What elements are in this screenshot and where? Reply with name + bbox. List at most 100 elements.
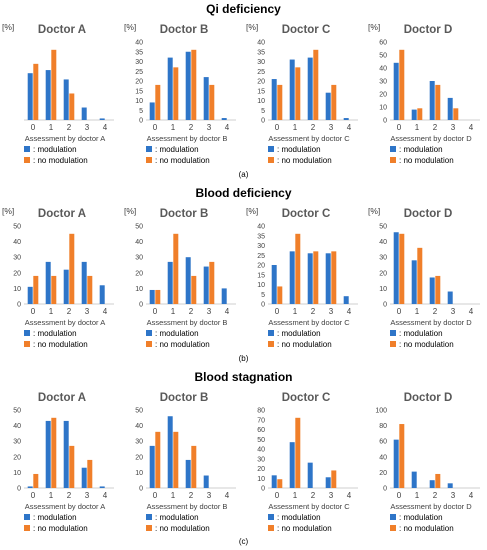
chart1-ytick-label-5: 25 [135, 69, 143, 76]
chart3-bar-modulation-0 [393, 62, 399, 120]
chart8-ytick-label-5: 50 [13, 408, 21, 415]
chart5-xlabel: Assessment by doctor B [147, 318, 228, 327]
chart4-bar-no-modulation-0 [33, 275, 39, 304]
chart7-xtick-label-2: 2 [433, 307, 438, 316]
chart0-title: Doctor A [38, 24, 86, 36]
chart3-bar-modulation-3 [447, 97, 453, 120]
chart3-bar-no-modulation-1 [417, 108, 423, 120]
chart5-bar-modulation-1 [167, 261, 173, 304]
chart11-legend-label-no-modulation: : no modulation [399, 524, 454, 533]
chart10-legend-swatch-modulation [268, 514, 274, 520]
chart8-xtick-label-4: 4 [103, 491, 108, 500]
chart8-bar-modulation-4 [99, 486, 105, 488]
chart0-xtick-label-1: 1 [49, 123, 54, 132]
chart9-title: Doctor B [160, 392, 209, 404]
chart10-ytick-label-1: 10 [257, 476, 265, 483]
chart2-bar-modulation-1 [289, 59, 295, 120]
chart9-ytick-label-0: 0 [139, 486, 143, 493]
chart2-bar-no-modulation-2 [313, 49, 319, 120]
chart5-ytick-label-0: 0 [139, 302, 143, 309]
chart11-bar-modulation-2 [429, 480, 435, 488]
chart9-legend-swatch-modulation [146, 514, 152, 520]
chart2-bar-no-modulation-1 [295, 67, 301, 120]
chart6-bar-modulation-2 [307, 253, 313, 304]
chart5-legend-swatch-no-modulation [146, 341, 152, 347]
chart9-legend-label-no-modulation: : no modulation [155, 524, 210, 533]
chart1-bar-modulation-0 [149, 102, 155, 120]
chart7-xtick-label-0: 0 [397, 307, 402, 316]
chart2-ytick-label-6: 30 [257, 59, 265, 66]
chart5-ylabel: [%] [124, 206, 136, 216]
chart10-bar-no-modulation-0 [277, 479, 283, 488]
chart9-bar-modulation-1 [167, 416, 173, 488]
chart8-ytick-label-1: 10 [13, 470, 21, 477]
chart1-ytick-label-0: 0 [139, 118, 143, 125]
chart3-legend-swatch-modulation [390, 146, 396, 152]
chart2-xtick-label-2: 2 [311, 123, 316, 132]
chart1-legend-swatch-no-modulation [146, 157, 152, 163]
chart10-xtick-label-1: 1 [293, 491, 298, 500]
chart2-ytick-label-1: 5 [261, 108, 265, 115]
chart1-ytick-label-7: 35 [135, 49, 143, 56]
chart10-ytick-label-4: 40 [257, 447, 265, 454]
chart1-legend-label-no-modulation: : no modulation [155, 156, 210, 165]
chart4-bar-modulation-3 [81, 261, 87, 304]
chart6-legend-swatch-no-modulation [268, 341, 274, 347]
chart3-ytick-label-0: 0 [383, 118, 387, 125]
chart11-ytick-label-4: 80 [379, 423, 387, 430]
chart4-xlabel: Assessment by doctor A [25, 318, 105, 327]
chart9-xtick-label-2: 2 [189, 491, 194, 500]
chart11-xlabel: Assessment by doctor D [390, 502, 472, 511]
chart8-bar-modulation-1 [45, 420, 51, 488]
chart4-ytick-label-2: 20 [13, 270, 21, 277]
sublabel-b: (b) [238, 354, 249, 363]
chart1-xtick-label-0: 0 [153, 123, 158, 132]
chart7-legend-swatch-modulation [390, 330, 396, 336]
chart2-xtick-label-0: 0 [275, 123, 280, 132]
chart2-ylabel: [%] [246, 22, 258, 32]
chart1-bar-modulation-2 [185, 51, 191, 120]
chart9-ytick-label-4: 40 [135, 423, 143, 430]
chart5-xtick-label-4: 4 [225, 307, 230, 316]
chart1-bar-modulation-4 [221, 118, 227, 120]
chart6-ytick-label-1: 5 [261, 292, 265, 299]
chart4-ytick-label-0: 0 [17, 302, 21, 309]
chart8-title: Doctor A [38, 392, 86, 404]
chart0-xtick-label-2: 2 [67, 123, 72, 132]
chart8-bar-modulation-3 [81, 467, 87, 488]
chart5-ytick-label-4: 40 [135, 239, 143, 246]
chart1-ytick-label-4: 20 [135, 79, 143, 86]
chart9-bar-modulation-3 [203, 475, 209, 488]
chart10-xtick-label-3: 3 [329, 491, 334, 500]
chart11-xtick-label-3: 3 [451, 491, 456, 500]
chart6-ytick-label-4: 20 [257, 263, 265, 270]
chart10-bar-no-modulation-1 [295, 417, 301, 488]
chart11-ytick-label-5: 100 [375, 408, 387, 415]
chart7-ylabel: [%] [368, 206, 380, 216]
chart8-ytick-label-2: 20 [13, 454, 21, 461]
chart4-bar-no-modulation-1 [51, 275, 57, 304]
section-title-blood-stagnation: Blood stagnation [194, 370, 293, 384]
chart9-xtick-label-0: 0 [153, 491, 158, 500]
chart8-bar-no-modulation-2 [69, 445, 75, 488]
chart2-ytick-label-5: 25 [257, 69, 265, 76]
chart3-xtick-label-4: 4 [469, 123, 474, 132]
chart5-bar-no-modulation-1 [173, 233, 179, 304]
chart4-xtick-label-4: 4 [103, 307, 108, 316]
chart1-ytick-label-1: 5 [139, 108, 143, 115]
chart6-ylabel: [%] [246, 206, 258, 216]
chart7-ytick-label-2: 20 [379, 270, 387, 277]
chart4-xtick-label-1: 1 [49, 307, 54, 316]
chart11-xtick-label-4: 4 [469, 491, 474, 500]
chart4-legend-swatch-no-modulation [24, 341, 30, 347]
chart4-legend-label-modulation: : modulation [33, 329, 77, 338]
chart0-legend-swatch-no-modulation [24, 157, 30, 163]
chart8-ytick-label-0: 0 [17, 486, 21, 493]
chart11-title: Doctor D [404, 392, 453, 404]
chart9-xtick-label-4: 4 [225, 491, 230, 500]
chart6-bar-no-modulation-2 [313, 251, 319, 304]
chart11-bar-modulation-0 [393, 439, 399, 488]
chart5-xtick-label-1: 1 [171, 307, 176, 316]
chart2-xtick-label-3: 3 [329, 123, 334, 132]
chart6-bar-no-modulation-3 [331, 251, 337, 304]
